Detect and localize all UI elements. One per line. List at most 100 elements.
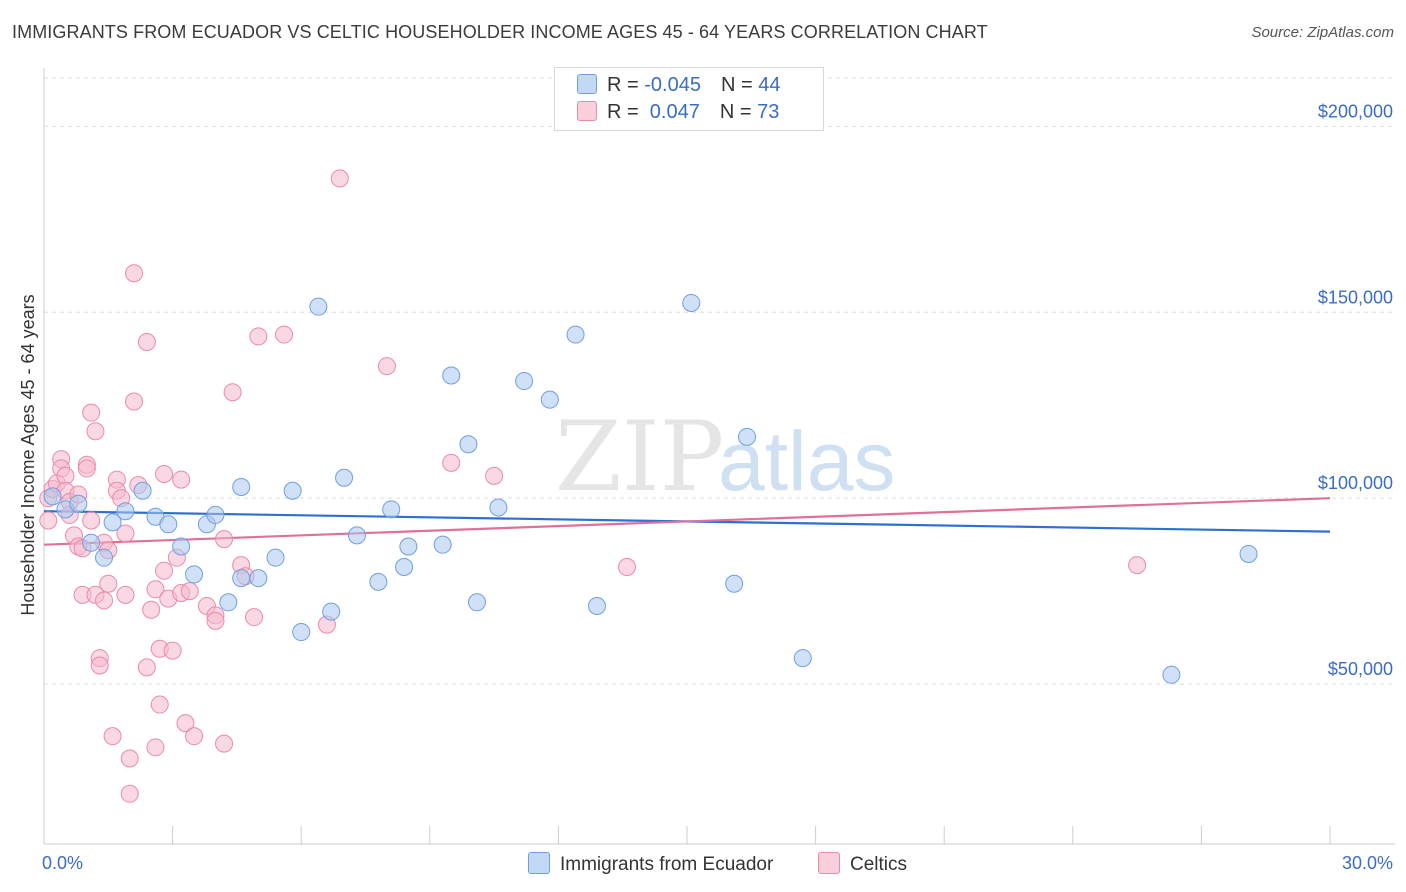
point-ecuador [292, 623, 311, 642]
point-celtics [146, 738, 165, 757]
point-celtics [137, 658, 156, 677]
point-ecuador [793, 649, 812, 668]
point-celtics [150, 695, 169, 714]
point-ecuador [232, 569, 251, 588]
point-celtics [82, 511, 101, 530]
point-ecuador [322, 602, 341, 621]
point-ecuador [283, 481, 302, 500]
point-celtics [249, 327, 268, 346]
point-celtics [163, 641, 182, 660]
point-ecuador [335, 468, 354, 487]
legend-r-label: R = [607, 74, 645, 96]
point-celtics [82, 403, 101, 422]
point-ecuador [540, 390, 559, 409]
point-ecuador [515, 372, 534, 391]
legend-r-value: 0.047 [644, 101, 700, 123]
point-celtics [176, 714, 195, 733]
legend-swatch-blue [528, 852, 550, 874]
y-axis-title: Householder Income Ages 45 - 64 years [18, 294, 38, 615]
point-ecuador [116, 502, 135, 521]
legend-row-ecuador: R = -0.045 N = 44 [577, 74, 780, 100]
point-ecuador [266, 548, 285, 567]
point-celtics [485, 466, 504, 485]
point-celtics [125, 264, 144, 283]
point-celtics [185, 727, 204, 746]
source-label: Source: ZipAtlas.com [1251, 24, 1394, 41]
point-celtics [120, 784, 139, 803]
point-celtics [86, 422, 105, 441]
point-celtics [155, 465, 174, 484]
point-celtics [172, 470, 191, 489]
point-ecuador [489, 498, 508, 517]
point-ecuador [467, 593, 486, 612]
legend-row-celtics: R = 0.047 N = 73 [577, 101, 779, 127]
watermark-zip: ZIP [555, 401, 724, 513]
point-ecuador [566, 325, 585, 344]
point-ecuador [69, 494, 88, 513]
point-ecuador [219, 593, 238, 612]
point-celtics [116, 524, 135, 543]
legend-label-ecuador: Immigrants from Ecuador [560, 854, 774, 875]
watermark-atlas: atlas [718, 414, 895, 508]
point-ecuador [347, 526, 366, 545]
point-celtics [120, 749, 139, 768]
trend-lines [43, 497, 1331, 546]
legend-item-ecuador[interactable]: Immigrants from Ecuador [528, 852, 773, 876]
legend-r-value: -0.045 [644, 74, 701, 96]
point-ecuador [133, 481, 152, 500]
point-celtics [125, 392, 144, 411]
point-ecuador [206, 505, 225, 524]
point-celtics [137, 333, 156, 352]
series-legend: Immigrants from Ecuador Celtics [0, 852, 1406, 878]
point-ecuador [382, 500, 401, 519]
trend-line-celtics [43, 497, 1331, 546]
point-ecuador [185, 565, 204, 584]
point-celtics [99, 574, 118, 593]
point-celtics [223, 383, 242, 402]
point-ecuador [159, 515, 178, 534]
point-celtics [146, 580, 165, 599]
point-celtics [275, 325, 294, 344]
y-tick-label: $100,000 [1318, 473, 1393, 493]
point-ecuador [725, 574, 744, 593]
point-celtics [142, 600, 161, 619]
point-celtics [330, 169, 349, 188]
point-celtics [377, 357, 396, 376]
point-celtics [180, 582, 199, 601]
legend-swatch-blue [577, 74, 597, 94]
point-ecuador [442, 366, 461, 385]
point-celtics [95, 591, 114, 610]
point-ecuador [232, 478, 251, 497]
grid-lines [44, 77, 1395, 685]
point-ecuador [1162, 665, 1181, 684]
point-celtics [90, 656, 109, 675]
point-ecuador [103, 513, 122, 532]
point-celtics [617, 557, 636, 576]
legend-n-label: N = [719, 101, 758, 123]
chart-title: IMMIGRANTS FROM ECUADOR VS CELTIC HOUSEH… [12, 22, 988, 42]
point-celtics [215, 530, 234, 549]
point-ecuador [459, 435, 478, 454]
point-ecuador [738, 427, 757, 446]
legend-n-value: 73 [757, 101, 780, 123]
point-ecuador [309, 297, 328, 316]
point-celtics [39, 511, 58, 530]
legend-item-celtics[interactable]: Celtics [818, 852, 907, 876]
point-celtics [206, 611, 225, 630]
point-ecuador [587, 597, 606, 616]
legend-label-celtics: Celtics [850, 854, 908, 875]
point-ecuador [172, 537, 191, 556]
axes [43, 68, 1395, 845]
point-celtics [245, 608, 264, 627]
y-tick-label: $200,000 [1318, 101, 1393, 121]
point-ecuador [399, 537, 418, 556]
point-ecuador [249, 569, 268, 588]
legend-swatch-pink [577, 101, 597, 121]
point-ecuador [43, 487, 62, 506]
legend-n-value: 44 [758, 74, 781, 96]
point-celtics [77, 459, 96, 478]
legend-r-label: R = [607, 101, 645, 123]
point-ecuador [1239, 544, 1258, 563]
point-ecuador [82, 533, 101, 552]
